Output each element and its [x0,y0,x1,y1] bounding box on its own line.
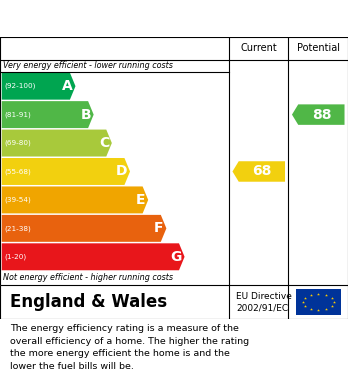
Text: Potential: Potential [297,43,340,53]
Text: (69-80): (69-80) [5,140,31,146]
Text: 68: 68 [252,165,271,178]
Text: (55-68): (55-68) [5,168,31,175]
Text: Very energy efficient - lower running costs: Very energy efficient - lower running co… [3,61,173,70]
Polygon shape [2,243,184,270]
Text: Energy Efficiency Rating: Energy Efficiency Rating [10,11,220,26]
Text: F: F [154,221,164,235]
Text: 88: 88 [311,108,331,122]
Bar [295,289,341,315]
Text: G: G [171,250,182,264]
Text: (21-38): (21-38) [5,225,31,231]
Text: A: A [62,79,73,93]
Text: Current: Current [240,43,277,53]
Polygon shape [2,158,130,185]
Text: D: D [116,165,127,178]
Text: 2002/91/EC: 2002/91/EC [236,304,288,313]
Text: England & Wales: England & Wales [10,292,168,311]
Text: (81-91): (81-91) [5,111,31,118]
Text: The energy efficiency rating is a measure of the
overall efficiency of a home. T: The energy efficiency rating is a measur… [10,325,250,371]
Text: Not energy efficient - higher running costs: Not energy efficient - higher running co… [3,273,174,282]
Text: C: C [99,136,109,150]
Text: (92-100): (92-100) [5,83,36,90]
Text: B: B [80,108,91,122]
Text: EU Directive: EU Directive [236,292,292,301]
Polygon shape [2,73,76,100]
Polygon shape [2,129,112,156]
Polygon shape [232,161,285,182]
Polygon shape [2,187,148,213]
Text: (39-54): (39-54) [5,197,31,203]
Text: E: E [136,193,145,207]
Polygon shape [2,215,166,242]
Polygon shape [292,104,345,125]
Text: (1-20): (1-20) [5,253,27,260]
Polygon shape [2,101,94,128]
